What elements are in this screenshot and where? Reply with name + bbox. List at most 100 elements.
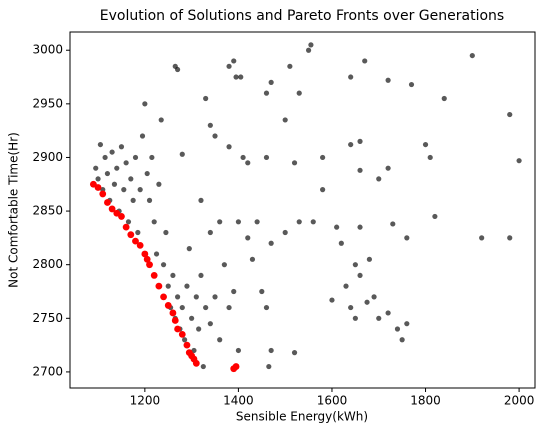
point bbox=[174, 294, 181, 300]
point bbox=[268, 347, 274, 354]
point bbox=[320, 187, 326, 193]
x-tick-label: 1600 bbox=[317, 394, 348, 408]
point bbox=[390, 221, 396, 227]
point bbox=[198, 272, 204, 279]
point bbox=[95, 176, 101, 182]
point bbox=[376, 176, 382, 182]
point bbox=[130, 197, 136, 203]
point bbox=[155, 282, 163, 290]
point bbox=[136, 241, 144, 249]
point bbox=[182, 337, 188, 343]
point bbox=[160, 293, 167, 301]
point bbox=[207, 321, 213, 327]
point bbox=[441, 95, 447, 102]
point bbox=[259, 288, 265, 295]
point bbox=[165, 283, 171, 289]
point bbox=[122, 223, 130, 231]
point bbox=[245, 160, 251, 166]
y-tick-label: 2950 bbox=[32, 96, 63, 110]
point bbox=[203, 304, 209, 311]
point bbox=[245, 235, 251, 241]
point bbox=[233, 74, 239, 80]
point bbox=[235, 219, 242, 225]
point bbox=[93, 165, 99, 171]
point bbox=[516, 158, 522, 164]
point bbox=[104, 199, 111, 206]
point bbox=[343, 283, 349, 289]
point bbox=[179, 151, 185, 157]
point bbox=[263, 90, 270, 96]
point bbox=[348, 141, 354, 148]
point bbox=[118, 144, 125, 150]
point bbox=[221, 262, 227, 268]
point bbox=[109, 149, 115, 155]
point bbox=[249, 256, 256, 262]
point bbox=[158, 117, 164, 123]
point bbox=[198, 197, 204, 203]
point bbox=[310, 219, 316, 225]
point bbox=[183, 341, 191, 349]
point bbox=[207, 122, 213, 128]
point bbox=[357, 138, 363, 144]
point bbox=[127, 231, 135, 239]
point bbox=[357, 272, 363, 279]
plot-frame bbox=[69, 31, 536, 389]
point bbox=[132, 154, 139, 161]
point bbox=[282, 229, 288, 236]
point bbox=[432, 213, 438, 220]
y-tick-label: 2850 bbox=[32, 204, 63, 218]
point bbox=[132, 237, 139, 245]
point bbox=[174, 66, 181, 73]
point bbox=[226, 304, 232, 311]
point bbox=[141, 250, 149, 258]
point bbox=[479, 235, 485, 241]
point bbox=[156, 181, 162, 187]
point bbox=[282, 117, 288, 123]
point bbox=[235, 347, 242, 354]
point bbox=[348, 74, 354, 80]
point bbox=[203, 95, 209, 102]
y-tick-label: 2750 bbox=[32, 311, 63, 325]
x-tick-label: 1200 bbox=[130, 394, 161, 408]
point bbox=[507, 111, 513, 118]
point bbox=[240, 154, 246, 161]
point bbox=[362, 58, 368, 64]
point bbox=[263, 304, 270, 311]
point bbox=[196, 326, 202, 332]
point bbox=[171, 317, 179, 324]
point bbox=[200, 363, 206, 370]
point bbox=[150, 272, 158, 279]
point bbox=[104, 170, 111, 177]
point bbox=[123, 160, 129, 166]
point bbox=[296, 219, 302, 225]
point bbox=[357, 224, 363, 230]
point bbox=[99, 190, 107, 198]
point bbox=[329, 297, 335, 303]
point bbox=[408, 81, 415, 88]
point bbox=[385, 310, 391, 316]
point bbox=[320, 154, 326, 161]
point bbox=[308, 42, 314, 48]
point bbox=[169, 309, 177, 317]
point bbox=[114, 165, 120, 171]
point bbox=[186, 246, 192, 252]
y-tick-label: 3000 bbox=[32, 43, 63, 57]
point bbox=[371, 294, 377, 300]
point bbox=[160, 262, 167, 268]
point bbox=[352, 315, 358, 321]
point bbox=[334, 224, 340, 230]
point bbox=[232, 363, 240, 370]
point bbox=[263, 154, 270, 161]
y-axis-label: Not Comfortable Time(Hr) bbox=[7, 132, 21, 288]
point bbox=[144, 170, 150, 177]
point bbox=[231, 58, 237, 64]
point bbox=[128, 176, 134, 182]
point bbox=[108, 205, 116, 213]
point bbox=[217, 219, 223, 225]
point bbox=[507, 235, 513, 241]
point bbox=[231, 288, 237, 295]
point bbox=[212, 133, 218, 139]
point bbox=[163, 229, 169, 236]
